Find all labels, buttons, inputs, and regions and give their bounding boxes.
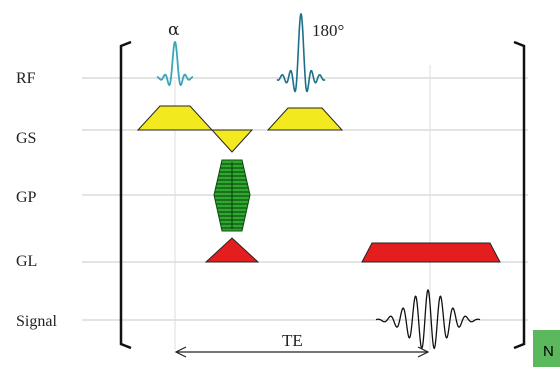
row-label-rf: RF — [16, 70, 36, 87]
row-label-gl: GL — [16, 253, 37, 270]
phase-encode-table — [213, 159, 251, 232]
te-arrow — [174, 346, 430, 358]
refocus-rf-pulse — [276, 12, 326, 93]
echo-signal — [375, 288, 481, 350]
readout-lobe — [361, 242, 501, 263]
corner-tag-text: N — [543, 343, 554, 360]
slice-select-lobe-2 — [266, 107, 344, 131]
row-label-gp: GP — [16, 189, 37, 206]
left-bracket — [119, 40, 132, 350]
right-bracket — [513, 40, 526, 350]
alpha-rf-pulse — [157, 40, 193, 87]
slice-select-lobe-1 — [136, 105, 214, 131]
row-label-signal: Signal — [16, 313, 57, 330]
slice-select-rephase-lobe — [210, 129, 254, 153]
readout-prephase-lobe — [204, 237, 260, 263]
row-label-gs: GS — [16, 130, 36, 147]
te-label: TE — [282, 331, 303, 350]
corner-tag — [533, 330, 560, 367]
refocus-label: 180° — [312, 21, 344, 40]
alpha-label: α — [168, 20, 180, 40]
